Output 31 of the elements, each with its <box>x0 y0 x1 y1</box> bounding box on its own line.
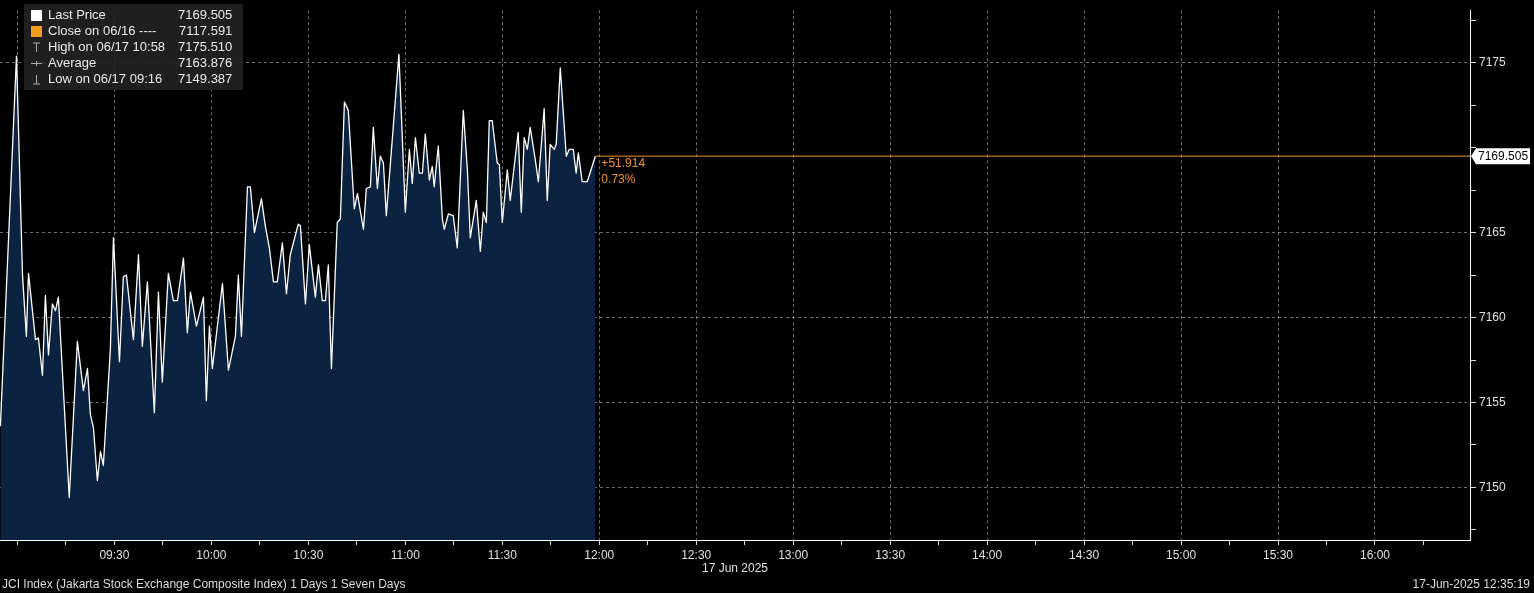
text: JCI Index (Jakarta Stock Exchange Composite Index) 1 Days 1 Seven Days <box>2 577 406 591</box>
x-tick-label: 14:00 <box>972 547 1003 562</box>
text: Close on 06/16 ---- 7117.591 <box>48 23 233 38</box>
annotation: 7169.505 <box>177 7 234 23</box>
text: Average 7163.876 <box>48 55 233 70</box>
y-tick-label: 7155 <box>1479 394 1507 409</box>
text: 17-Jun-2025 12:35:19 <box>1412 577 1530 591</box>
x-tick-label: 11:00 <box>390 547 421 562</box>
x-tick-label: 13:30 <box>875 547 906 562</box>
x-tick-label: 10:00 <box>196 547 227 562</box>
x-tick-label: 15:00 <box>1166 547 1197 562</box>
x-tick-label: 13:00 <box>778 547 809 562</box>
x-axis-title: 17 Jun 2025 <box>701 561 769 576</box>
annotation: High on 06/17 10:58 7175.510 <box>47 39 234 55</box>
x-tick-label: 12:30 <box>681 547 712 562</box>
y-tick-label: 7150 <box>1479 479 1507 494</box>
x-tick-label: 16:00 <box>1359 547 1391 562</box>
annotation: 0.73% <box>601 172 636 187</box>
annotation: +51.914 <box>601 156 646 171</box>
y-tick-label: 7175 <box>1479 55 1507 70</box>
x-tick-label: 15:30 <box>1262 547 1294 562</box>
legend-label: Last Price <box>47 7 107 23</box>
x-tick-label: 09:30 <box>99 547 130 562</box>
x-tick-label: 12:00 <box>584 547 615 562</box>
y-tick-label: 7165 <box>1479 224 1507 239</box>
text: Low on 06/17 09:16 7149.387 <box>48 71 233 86</box>
x-tick-label: 14:30 <box>1069 547 1100 562</box>
ref-line-label: 7169.505 <box>1478 149 1529 164</box>
y-tick-label: 7160 <box>1479 309 1507 324</box>
x-tick-label: 11:30 <box>487 547 518 562</box>
x-tick-label: 10:30 <box>293 547 324 562</box>
